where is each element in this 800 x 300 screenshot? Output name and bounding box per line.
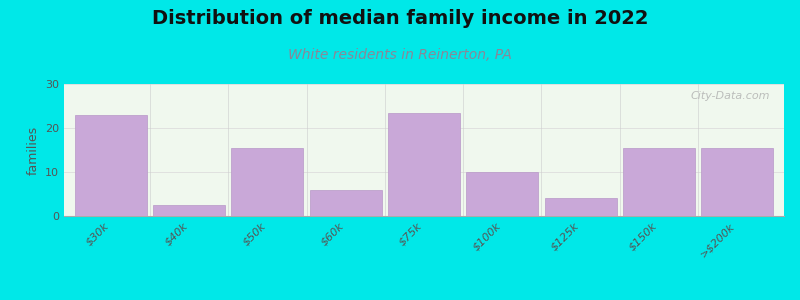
Bar	[310, 190, 382, 216]
Bar	[622, 148, 694, 216]
Bar	[388, 112, 460, 216]
Text: City-Data.com: City-Data.com	[690, 91, 770, 100]
Bar	[466, 172, 538, 216]
Bar	[231, 148, 303, 216]
Bar	[75, 115, 147, 216]
Bar	[701, 148, 773, 216]
Bar	[154, 205, 226, 216]
Text: White residents in Reinerton, PA: White residents in Reinerton, PA	[288, 48, 512, 62]
Y-axis label: families: families	[26, 125, 39, 175]
Text: Distribution of median family income in 2022: Distribution of median family income in …	[152, 9, 648, 28]
Bar	[545, 198, 617, 216]
